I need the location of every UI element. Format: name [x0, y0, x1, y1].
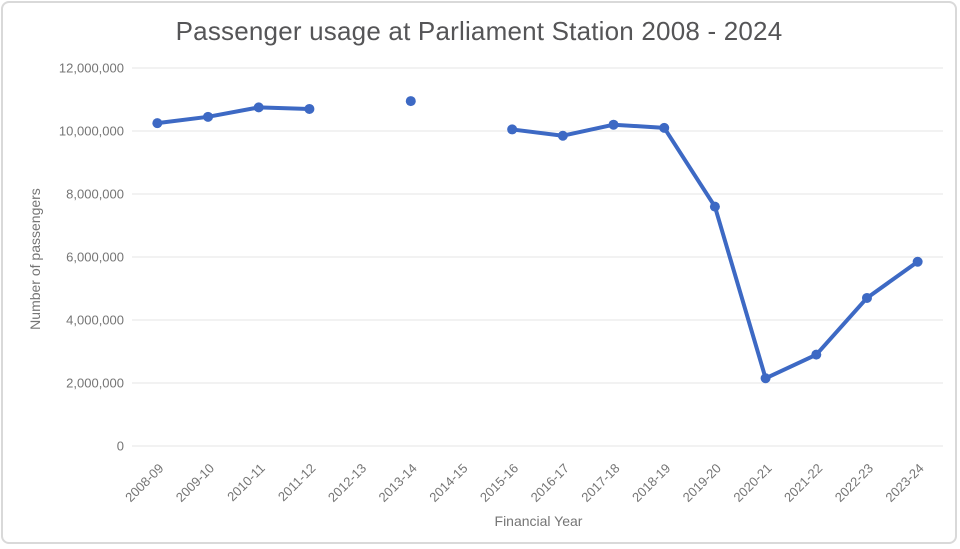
x-tick-label: 2018-19	[629, 461, 673, 505]
data-point[interactable]	[659, 122, 670, 133]
data-point[interactable]	[203, 111, 214, 122]
x-tick-label: 2009-10	[173, 461, 217, 505]
x-tick-label: 2008-09	[122, 461, 166, 505]
x-tick-label: 2019-20	[680, 461, 724, 505]
series-line	[510, 122, 920, 381]
x-axis-title: Financial Year	[494, 513, 583, 529]
y-tick-label: 0	[117, 439, 124, 454]
x-tick-label: 2014-15	[426, 461, 470, 505]
y-tick-label: 8,000,000	[66, 187, 124, 202]
y-tick-label: 12,000,000	[59, 61, 124, 76]
y-tick-label: 2,000,000	[66, 376, 124, 391]
data-point[interactable]	[507, 124, 518, 135]
x-tick-label: 2011-12	[275, 461, 319, 505]
x-tick-label: 2015-16	[477, 461, 521, 505]
data-point[interactable]	[557, 130, 568, 141]
data-point[interactable]	[709, 201, 720, 212]
data-point[interactable]	[608, 119, 619, 130]
series-line	[155, 105, 312, 126]
data-point[interactable]	[253, 102, 264, 113]
x-tick-label: 2020-21	[730, 461, 774, 505]
data-point[interactable]	[760, 373, 771, 384]
y-tick-label: 6,000,000	[66, 250, 124, 265]
x-tick-label: 2010-11	[224, 461, 268, 505]
x-tick-label: 2023-24	[882, 461, 926, 505]
x-tick-label: 2021-22	[781, 461, 825, 505]
data-point[interactable]	[861, 292, 872, 303]
x-tick-label: 2016-17	[528, 461, 572, 505]
line-chart-plot-area: 0 2,000,000 4,000,000 6,000,000 8,000,000 10,…	[59, 61, 943, 505]
y-tick-label: 10,000,000	[59, 124, 124, 139]
chart-title: Passenger usage at Parliament Station 20…	[175, 16, 783, 46]
data-point[interactable]	[405, 96, 416, 107]
x-tick-label: 2012-13	[325, 461, 369, 505]
y-axis-title: Number of passengers	[27, 188, 43, 330]
data-point[interactable]	[152, 118, 163, 129]
x-tick-label: 2013-14	[376, 461, 420, 505]
y-tick-label: 4,000,000	[66, 313, 124, 328]
x-tick-label: 2017-18	[578, 461, 622, 505]
data-point[interactable]	[304, 103, 315, 114]
data-point[interactable]	[912, 256, 923, 267]
data-point[interactable]	[811, 349, 822, 360]
x-tick-label: 2022-23	[832, 461, 876, 505]
